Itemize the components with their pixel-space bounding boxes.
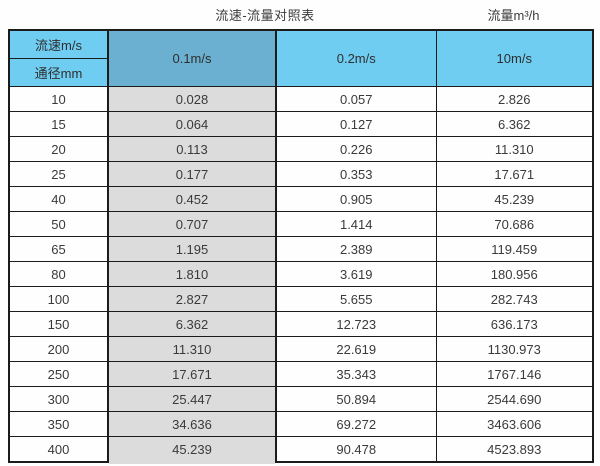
value-cell-0-2ms: 35.343: [275, 361, 437, 387]
diameter-cell: 20: [8, 136, 109, 162]
flow-rate-table: 流速m/s 0.1m/s 0.2m/s 10m/s 通径mm 10 0.028 0.…: [8, 29, 594, 463]
column-header-0-2ms: 0.2m/s: [275, 29, 437, 87]
diameter-cell: 100: [8, 286, 109, 312]
value-cell-0-2ms: 0.226: [275, 136, 437, 162]
diameter-cell: 65: [8, 236, 109, 262]
table-row: 25 0.177 0.353 17.671: [8, 161, 594, 187]
diameter-cell: 150: [8, 311, 109, 337]
value-cell-10ms: 2.826: [435, 86, 594, 112]
table-row: 80 1.810 3.619 180.956: [8, 261, 594, 287]
diameter-cell: 10: [8, 86, 109, 112]
highlight-column-tail: [109, 460, 275, 464]
value-cell-10ms: 45.239: [435, 186, 594, 212]
value-cell-0-2ms: 0.057: [275, 86, 437, 112]
value-cell-0-1ms: 0.177: [107, 161, 277, 187]
value-cell-0-1ms: 11.310: [107, 336, 277, 362]
value-cell-0-2ms: 5.655: [275, 286, 437, 312]
column-header-0-1ms: 0.1m/s: [107, 29, 277, 87]
value-cell-10ms: 3463.606: [435, 411, 594, 437]
value-cell-0-2ms: 50.894: [275, 386, 437, 412]
value-cell-10ms: 180.956: [435, 261, 594, 287]
table-row: 100 2.827 5.655 282.743: [8, 286, 594, 312]
table-row: 150 6.362 12.723 636.173: [8, 311, 594, 337]
value-cell-0-2ms: 0.127: [275, 111, 437, 137]
value-cell-10ms: 2544.690: [435, 386, 594, 412]
diameter-cell: 80: [8, 261, 109, 287]
value-cell-0-2ms: 2.389: [275, 236, 437, 262]
value-cell-10ms: 119.459: [435, 236, 594, 262]
value-cell-0-1ms: 0.707: [107, 211, 277, 237]
value-cell-10ms: 6.362: [435, 111, 594, 137]
table-row: 300 25.447 50.894 2544.690: [8, 386, 594, 412]
value-cell-0-2ms: 3.619: [275, 261, 437, 287]
value-cell-0-1ms: 0.028: [107, 86, 277, 112]
value-cell-10ms: 11.310: [435, 136, 594, 162]
diameter-cell: 350: [8, 411, 109, 437]
corner-velocity-label: 流速m/s: [8, 29, 109, 59]
caption-row: 流速-流量对照表 流量m³/h: [0, 0, 600, 29]
value-cell-0-1ms: 6.362: [107, 311, 277, 337]
corner-diameter-label: 通径mm: [8, 58, 109, 87]
value-cell-0-1ms: 0.452: [107, 186, 277, 212]
table-title: 流速-流量对照表: [215, 8, 315, 23]
flow-unit-label: 流量m³/h: [487, 8, 540, 23]
table-row: 10 0.028 0.057 2.826: [8, 86, 594, 112]
value-cell-0-2ms: 0.353: [275, 161, 437, 187]
table-header: 流速m/s 0.1m/s 0.2m/s 10m/s 通径mm: [8, 29, 594, 87]
value-cell-0-1ms: 0.064: [107, 111, 277, 137]
diameter-cell: 300: [8, 386, 109, 412]
value-cell-0-2ms: 22.619: [275, 336, 437, 362]
value-cell-0-2ms: 1.414: [275, 211, 437, 237]
value-cell-0-1ms: 0.113: [107, 136, 277, 162]
diameter-cell: 50: [8, 211, 109, 237]
table-row: 250 17.671 35.343 1767.146: [8, 361, 594, 387]
diameter-cell: 200: [8, 336, 109, 362]
header-row-bottom: 通径mm: [8, 58, 593, 87]
value-cell-0-1ms: 2.827: [107, 286, 277, 312]
table-row: 400 45.239 90.478 4523.893: [8, 436, 594, 463]
table-body: 10 0.028 0.057 2.826 15 0.064 0.127 6.362 20 0.11…: [8, 86, 594, 463]
header-row-top: 流速m/s 0.1m/s 0.2m/s 10m/s: [8, 29, 594, 87]
value-cell-0-2ms: 0.905: [275, 186, 437, 212]
column-header-10ms: 10m/s: [435, 29, 594, 87]
value-cell-0-1ms: 1.810: [107, 261, 277, 287]
diameter-cell: 15: [8, 111, 109, 137]
value-cell-10ms: 636.173: [435, 311, 594, 337]
value-cell-0-1ms: 45.239: [107, 436, 277, 463]
value-cell-10ms: 1767.146: [435, 361, 594, 387]
table-row: 65 1.195 2.389 119.459: [8, 236, 594, 262]
diameter-cell: 400: [8, 436, 109, 463]
table-row: 200 11.310 22.619 1130.973: [8, 336, 594, 362]
value-cell-10ms: 4523.893: [435, 436, 594, 463]
diameter-cell: 25: [8, 161, 109, 187]
value-cell-10ms: 70.686: [435, 211, 594, 237]
value-cell-10ms: 1130.973: [435, 336, 594, 362]
diameter-cell: 40: [8, 186, 109, 212]
value-cell-0-1ms: 1.195: [107, 236, 277, 262]
value-cell-0-2ms: 12.723: [275, 311, 437, 337]
value-cell-0-1ms: 25.447: [107, 386, 277, 412]
table-row: 20 0.113 0.226 11.310: [8, 136, 594, 162]
table-row: 40 0.452 0.905 45.239: [8, 186, 594, 212]
table-row: 50 0.707 1.414 70.686: [8, 211, 594, 237]
diameter-cell: 250: [8, 361, 109, 387]
value-cell-10ms: 282.743: [435, 286, 594, 312]
value-cell-0-1ms: 17.671: [107, 361, 277, 387]
table-row: 15 0.064 0.127 6.362: [8, 111, 594, 137]
value-cell-10ms: 17.671: [435, 161, 594, 187]
value-cell-0-2ms: 69.272: [275, 411, 437, 437]
value-cell-0-1ms: 34.636: [107, 411, 277, 437]
value-cell-0-2ms: 90.478: [275, 436, 437, 463]
table-row: 350 34.636 69.272 3463.606: [8, 411, 594, 437]
